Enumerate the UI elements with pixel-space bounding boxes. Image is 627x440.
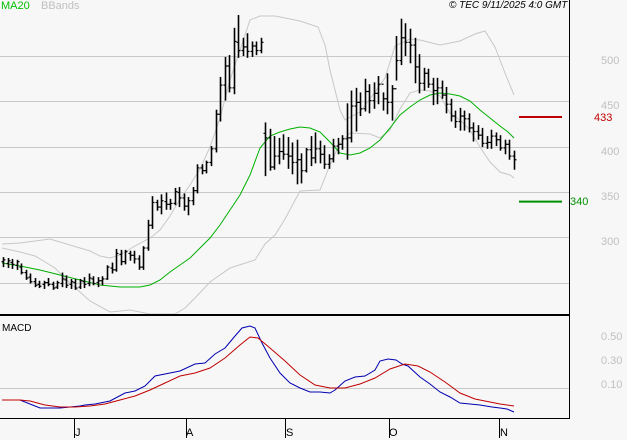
copyright-timestamp: © TEC 9/11/2025 4:0 GMT — [449, 0, 568, 11]
macd-title: MACD — [2, 323, 32, 334]
resistance-label: 433 — [594, 112, 613, 124]
price-gridlines — [0, 56, 570, 389]
macd-lines — [2, 325, 515, 413]
month-tick-a: A — [186, 427, 194, 439]
legend-bbands: BBands — [41, 0, 80, 12]
price-tick-500: 500 — [601, 55, 620, 67]
chart-frame — [0, 0, 570, 438]
support-resistance-levels — [519, 115, 562, 203]
ma20-line — [1, 92, 515, 288]
month-tick-n: N — [500, 427, 508, 439]
month-tick-j: J — [75, 427, 81, 439]
macd-tick-010: 0.10 — [601, 379, 623, 391]
month-tick-s: S — [286, 427, 294, 439]
macd-tick-030: 0.30 — [601, 355, 623, 367]
price-tick-450: 450 — [601, 100, 620, 112]
price-tick-350: 350 — [601, 191, 620, 203]
macd-tick-050: 0.50 — [601, 331, 623, 343]
bollinger-bands — [1, 15, 515, 315]
price-tick-300: 300 — [601, 236, 620, 248]
price-tick-400: 400 — [601, 146, 620, 158]
support-label: 340 — [570, 196, 589, 208]
month-tick-o: O — [389, 427, 398, 439]
legend-ma20: MA20 — [1, 0, 30, 12]
ohlc-bars — [1, 15, 517, 290]
